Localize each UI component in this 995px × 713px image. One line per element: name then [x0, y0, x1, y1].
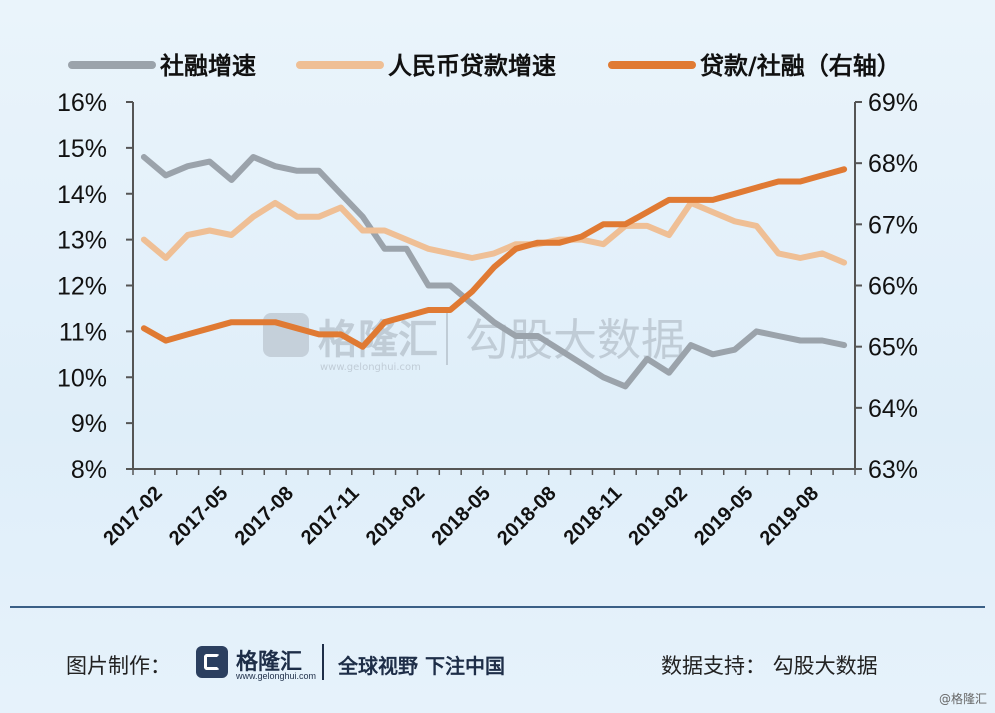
x-axis-ticks: 2017-022017-052017-082017-112018-022018-…	[99, 482, 823, 549]
footer-divider	[10, 606, 985, 608]
chart-series	[140, 154, 848, 390]
y-left-tick-label: 14%	[57, 181, 107, 209]
y-left-tick-label: 16%	[57, 89, 107, 117]
y-right-tick-label: 66%	[868, 273, 918, 301]
y-right-tick-label: 69%	[868, 89, 918, 117]
x-tick-label: 2017-08	[231, 482, 298, 549]
y-left-tick-label: 15%	[57, 135, 107, 163]
footer-url: www.gelonghui.com	[236, 671, 317, 681]
line-chart: 社融增速 人民币贷款增速 贷款/社融（右轴） 格隆汇 www.gelonghui.c…	[57, 52, 918, 550]
footer-slogan: 全球视野 下注中国	[338, 654, 505, 678]
footer: 图片制作： 格隆汇 www.gelonghui.com 全球视野 下注中国 数据…	[0, 640, 995, 690]
made-by-label: 图片制作：	[66, 654, 171, 678]
corner-mark: @格隆汇	[938, 692, 987, 706]
watermark-url: www.gelonghui.com	[320, 362, 421, 373]
x-tick-label: 2018-02	[362, 482, 429, 549]
y-right-tick-label: 64%	[868, 395, 918, 423]
gelonghui-logo-icon	[196, 646, 228, 678]
legend-label-3: 贷款/社融（右轴）	[700, 52, 901, 80]
y-left-tick-label: 12%	[57, 273, 107, 301]
x-tick-label: 2018-11	[560, 482, 627, 549]
watermark-brand: 格隆汇	[318, 317, 438, 363]
y-right-tick-label: 65%	[868, 334, 918, 362]
series-line-1	[140, 154, 848, 390]
x-tick-label: 2017-02	[99, 482, 166, 549]
y-left-tick-label: 10%	[57, 364, 107, 392]
chart-legend: 社融增速 人民币贷款增速 贷款/社融（右轴）	[68, 52, 901, 80]
chart-axes: 8% 9% 10% 11% 12% 13% 14% 15% 16% 63% 64% 65% 66% 67%…	[57, 89, 918, 484]
y-right-tick-label: 63%	[868, 456, 918, 484]
y-right-tick-label: 68%	[868, 150, 918, 178]
y-left-tick-label: 9%	[71, 410, 107, 438]
data-support-label: 数据支持： 勾股大数据	[661, 654, 878, 678]
legend-label-2: 人民币贷款增速	[388, 52, 556, 80]
x-tick-label: 2018-05	[428, 482, 495, 549]
legend-label-1: 社融增速	[160, 52, 256, 80]
footer-brand: 格隆汇	[236, 650, 303, 675]
series-line-2	[140, 199, 848, 266]
x-tick-label: 2019-05	[690, 482, 757, 549]
x-tick-label: 2018-08	[493, 482, 560, 549]
series-line-3	[140, 166, 848, 350]
y-right-tick-label: 67%	[868, 211, 918, 239]
x-tick-label: 2019-02	[624, 482, 691, 549]
y-left-tick-label: 11%	[59, 318, 107, 346]
x-tick-label: 2017-05	[165, 482, 232, 549]
y-left-tick-label: 8%	[71, 456, 107, 484]
chart-watermark: 格隆汇 www.gelonghui.com 勾股大数据	[263, 310, 685, 373]
x-tick-label: 2017-11	[297, 482, 364, 549]
y-left-tick-label: 13%	[57, 227, 107, 255]
footer-separator	[322, 644, 324, 680]
x-tick-label: 2019-08	[756, 482, 823, 549]
